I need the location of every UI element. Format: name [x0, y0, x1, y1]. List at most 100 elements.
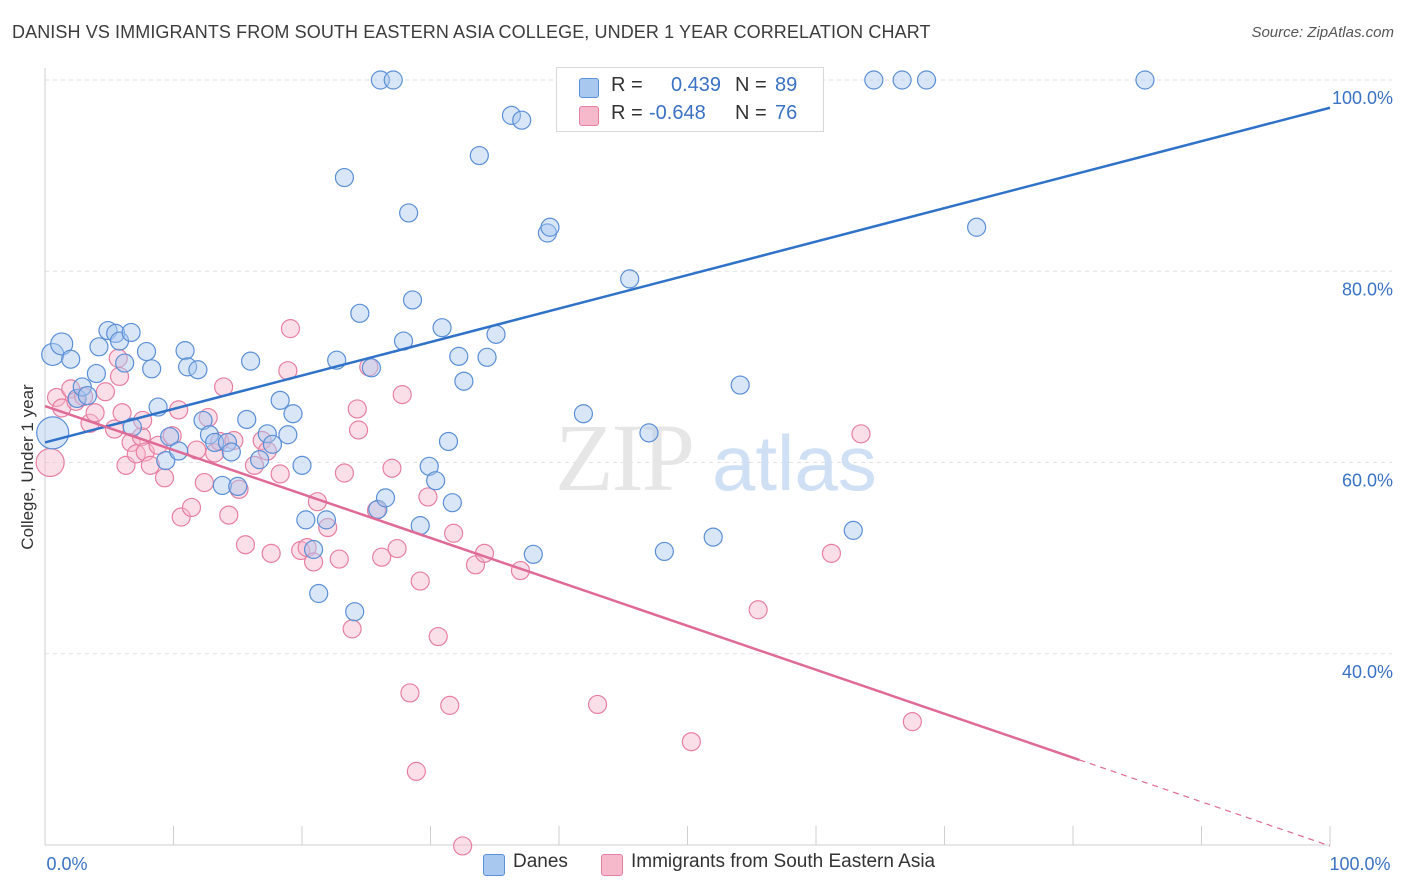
danes-point-55 [402, 290, 423, 310]
grid-lines [45, 79, 1392, 655]
danes-trend-line [44, 106, 1331, 444]
immigrants-point-49 [334, 463, 355, 483]
immigrants-point-27 [194, 472, 214, 493]
immigrants-trend-extension [1079, 759, 1331, 847]
danes-legend-label: Danes [513, 851, 568, 872]
danes-point-45 [334, 167, 355, 188]
danes-point-8 [89, 337, 109, 357]
immigrants-point-64 [440, 695, 460, 715]
watermark-zip: ZIP [555, 404, 693, 511]
immigrants-point-59 [400, 683, 420, 703]
immigrants-point-61 [410, 571, 430, 591]
danes-point-31 [237, 409, 257, 430]
immigrants-point-57 [387, 538, 407, 559]
danes-point-29 [221, 442, 241, 462]
immigrants-point-58 [392, 385, 412, 405]
danes-point-79 [843, 520, 863, 540]
immigrants-point-35 [235, 535, 256, 555]
danes-point-33 [249, 450, 270, 470]
danes-point-42 [309, 583, 329, 604]
danes-point-18 [156, 450, 176, 471]
danes-point-15 [136, 341, 157, 362]
immigrants-legend-label: Immigrants from South Eastern Asia [631, 851, 936, 872]
danes-r-label: R = [611, 74, 643, 96]
danes-point-48 [361, 358, 381, 378]
danes-point-64 [469, 145, 489, 166]
danes-point-30 [228, 476, 248, 497]
danes-point-83 [967, 217, 987, 237]
y-tick-label-100: 100.0% [1332, 88, 1393, 108]
immigrants-point-36 [244, 455, 265, 475]
danes-point-14 [121, 322, 141, 343]
immigrants-legend-swatch [601, 854, 623, 876]
danes-point-61 [442, 493, 462, 513]
danes-r-value: 0.439 [671, 74, 722, 96]
danes-point-59 [432, 318, 452, 338]
immigrants-point-50 [342, 619, 362, 639]
immigrants-point-7 [85, 403, 105, 423]
y-axis-label: College, Under 1 year [18, 384, 37, 550]
danes-points [36, 70, 1155, 622]
immigrants-r-value: -0.648 [649, 102, 706, 124]
immigrants-point-8 [95, 382, 115, 402]
danes-point-76 [654, 541, 674, 562]
y-tick-label-40: 40.0% [1342, 662, 1393, 682]
axes [44, 68, 1331, 846]
danes-point-84 [1135, 70, 1155, 90]
immigrants-point-55 [372, 547, 392, 567]
danes-point-58 [426, 471, 446, 491]
danes-point-21 [175, 341, 195, 361]
danes-point-60 [438, 431, 459, 452]
danes-point-51 [375, 488, 396, 508]
tick-labels: 40.0% 60.0% 80.0% 100.0% 0.0% 100.0% [46, 88, 1393, 874]
immigrants-point-75 [902, 712, 922, 732]
danes-legend-swatch [483, 854, 505, 876]
danes-point-24 [193, 410, 213, 431]
source-credit: Source: ZipAtlas.com [1251, 24, 1394, 41]
danes-point-47 [350, 303, 370, 323]
danes-n-label: N = [735, 74, 767, 96]
danes-point-38 [283, 404, 303, 424]
immigrants-point-40 [270, 464, 290, 484]
immigrants-point-0 [35, 447, 65, 478]
immigrants-swatch [579, 106, 599, 126]
danes-point-46 [345, 602, 365, 622]
immigrants-point-70 [587, 694, 608, 715]
trend-lines [44, 106, 1331, 847]
danes-point-28 [217, 432, 238, 453]
danes-point-67 [501, 105, 522, 125]
danes-point-82 [916, 70, 937, 90]
danes-point-40 [296, 510, 316, 530]
danes-n-value: 89 [775, 74, 798, 96]
immigrants-r-label: R = [611, 102, 643, 124]
danes-point-75 [639, 423, 659, 443]
immigrants-point-28 [198, 407, 218, 428]
immigrants-point-63 [428, 626, 448, 647]
danes-point-7 [86, 363, 107, 384]
danes-point-32 [241, 351, 261, 371]
danes-point-27 [212, 475, 232, 496]
danes-point-72 [573, 404, 594, 424]
danes-point-54 [399, 203, 419, 223]
immigrants-trend-line [44, 404, 1080, 762]
immigrants-point-60 [406, 761, 426, 781]
immigrants-point-62 [418, 487, 438, 507]
danes-point-74 [620, 269, 640, 289]
immigrants-point-65 [444, 523, 464, 543]
danes-point-39 [292, 455, 312, 475]
chart-title: DANISH VS IMMIGRANTS FROM SOUTH EASTERN … [12, 22, 931, 42]
danes-point-16 [142, 359, 162, 379]
danes-point-41 [303, 539, 324, 560]
immigrants-point-32 [219, 505, 239, 525]
series-legend: Danes Immigrants from South Eastern Asia [0, 851, 1406, 877]
danes-point-19 [160, 427, 180, 447]
immigrants-point-48 [329, 549, 349, 569]
danes-point-77 [703, 527, 723, 547]
danes-point-63 [454, 371, 474, 391]
immigrants-n-label: N = [735, 102, 767, 124]
immigrants-point-52 [347, 399, 367, 419]
danes-point-52 [383, 70, 403, 90]
immigrants-point-51 [348, 420, 369, 440]
danes-point-37 [278, 425, 298, 445]
danes-point-23 [188, 360, 208, 380]
